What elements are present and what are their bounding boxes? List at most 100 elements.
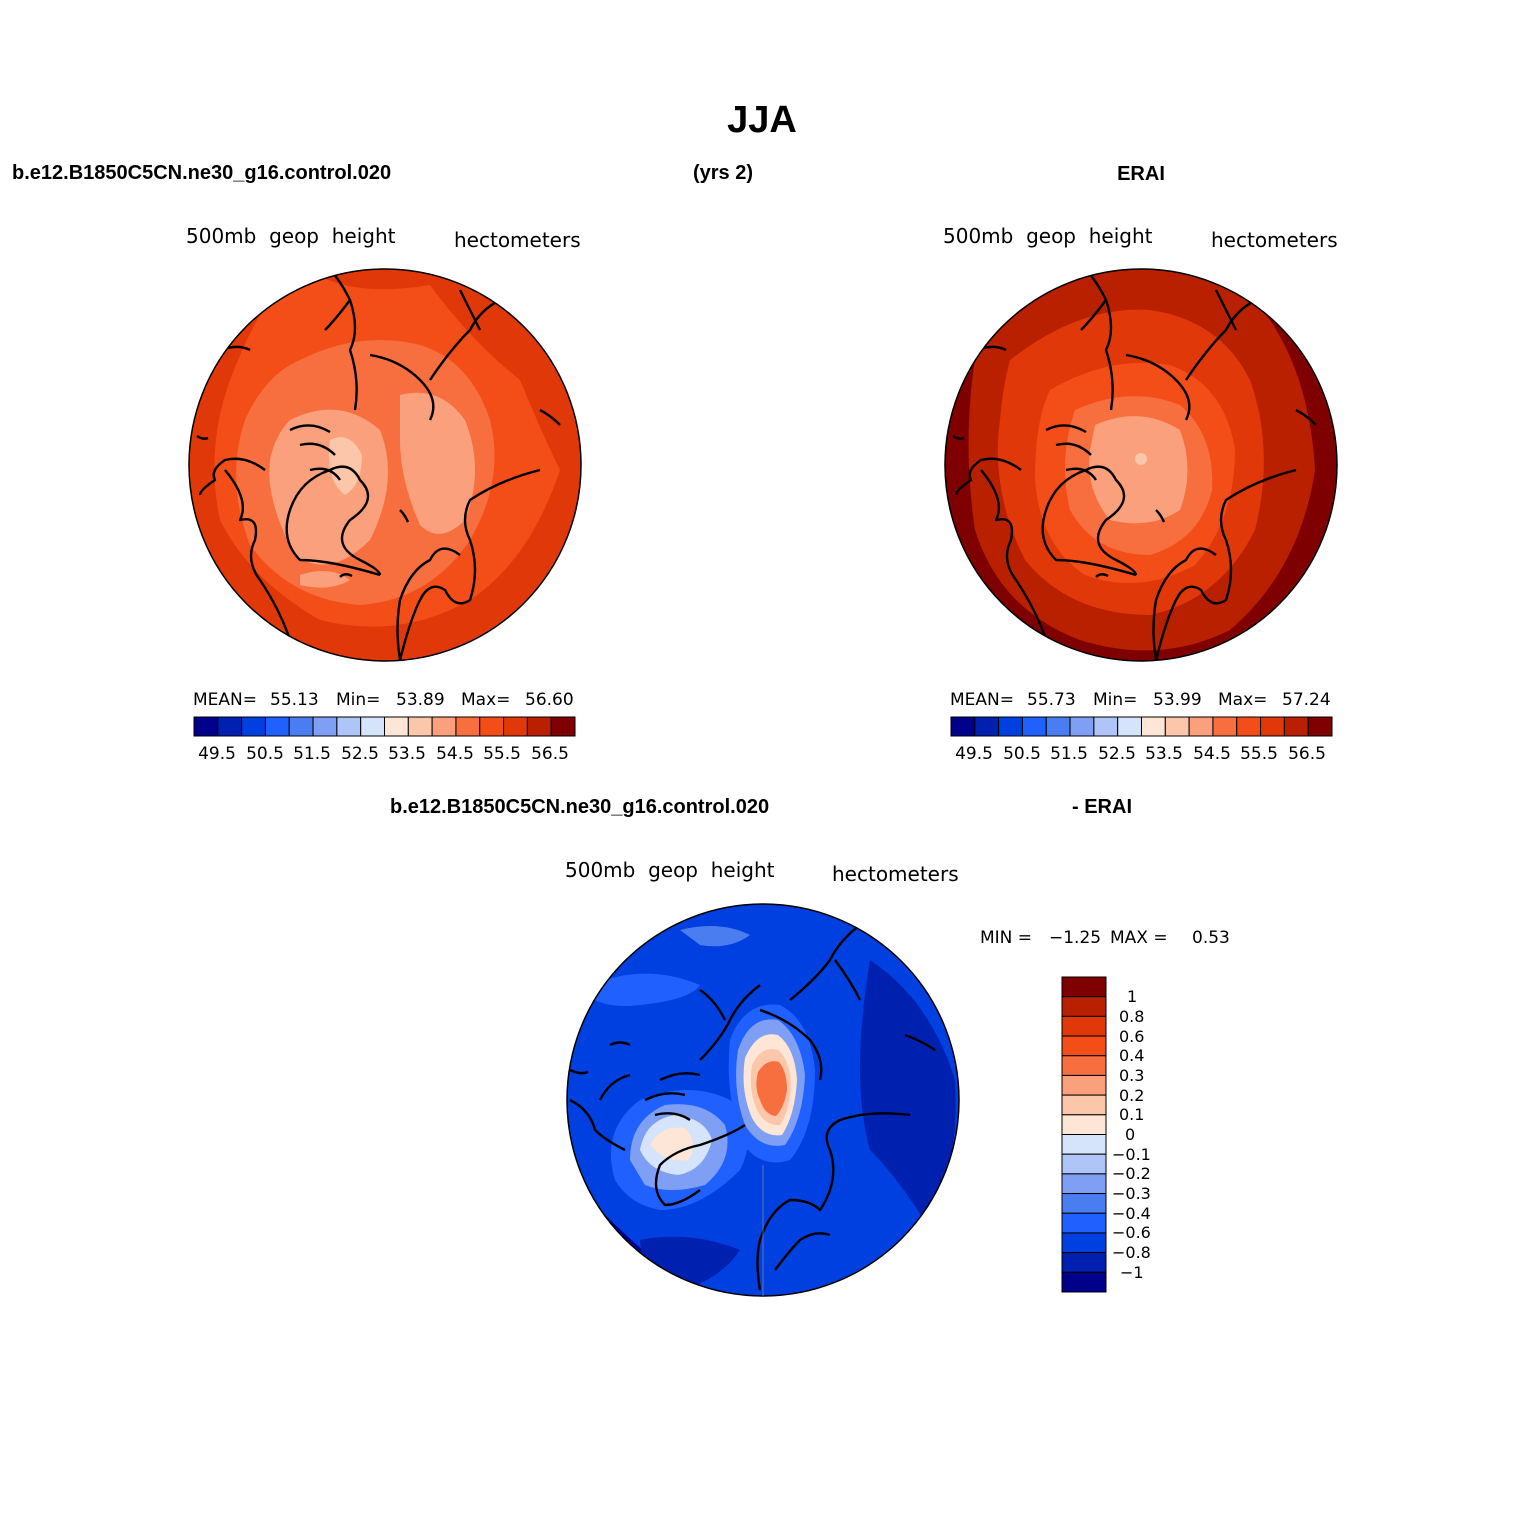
model-panel: 500mb geop height hectometers [186, 224, 582, 764]
difference-polar-map [567, 904, 959, 1296]
years-label: (yrs 2) [693, 162, 753, 184]
colorbar-swatch [1061, 996, 1107, 1017]
diff-min-label: MIN = [980, 928, 1032, 948]
colorbar-swatch [1061, 1173, 1107, 1195]
colorbar-tick-label: −1 [1120, 1263, 1144, 1282]
obs-units-label: hectometers [1211, 228, 1338, 252]
colorbar-tick-label: 54.5 [1193, 744, 1231, 764]
obs-min-value: 53.99 [1153, 690, 1202, 710]
colorbar-tick-label: 53.5 [388, 744, 426, 764]
colorbar-swatch [1061, 1015, 1107, 1037]
diff-min-value: −1.25 [1049, 928, 1101, 948]
difference-colorbar [1061, 976, 1107, 1293]
obs-coastlines [952, 269, 1317, 661]
colorbar-swatch [1283, 716, 1309, 737]
colorbar-tick-label: 0.1 [1119, 1105, 1144, 1124]
main-title: JJA [727, 99, 797, 141]
colorbar-swatch [1069, 716, 1095, 737]
colorbar-swatch [193, 716, 219, 737]
diff-variable-label: 500mb geop height [565, 858, 775, 882]
colorbar-swatch [550, 716, 576, 737]
colorbar-swatch [1188, 716, 1214, 737]
colorbar-tick-label: 56.5 [1288, 744, 1326, 764]
model-mean-label: MEAN= [193, 690, 257, 710]
colorbar-tick-label: −0.6 [1112, 1223, 1151, 1242]
colorbar-swatch [998, 716, 1023, 737]
colorbar-swatch [431, 716, 457, 737]
colorbar-swatch [526, 716, 552, 737]
obs-colorbar [950, 716, 1333, 737]
colorbar-swatch [1307, 716, 1333, 737]
model-colorbar [193, 716, 576, 737]
model-max-value: 56.60 [525, 690, 574, 710]
case-name-label: b.e12.B1850C5CN.ne30_g16.control.020 [12, 162, 391, 184]
model-min-label: Min= [336, 690, 380, 710]
colorbar-swatch [1236, 716, 1262, 737]
colorbar-tick-label: −0.8 [1112, 1243, 1151, 1262]
diff-case-name-label: b.e12.B1850C5CN.ne30_g16.control.020 [390, 796, 769, 818]
obs-panel: 500mb geop height hectometers [943, 224, 1338, 764]
colorbar-tick-label: 0.3 [1119, 1066, 1144, 1085]
model-units-label: hectometers [454, 228, 581, 252]
obs-mean-label: MEAN= [950, 690, 1014, 710]
model-mean-value: 55.13 [270, 690, 319, 710]
colorbar-tick-label: 1 [1127, 987, 1137, 1006]
colorbar-swatch [1061, 1055, 1107, 1076]
colorbar-swatch [336, 716, 362, 737]
colorbar-tick-label: 54.5 [436, 744, 474, 764]
colorbar-tick-label: 0.2 [1119, 1086, 1144, 1105]
difference-coastlines [569, 924, 936, 1296]
obs-polar-map [945, 269, 1337, 661]
colorbar-tick-label: 55.5 [1240, 744, 1278, 764]
colorbar-swatch [1045, 716, 1071, 737]
colorbar-tick-label: 55.5 [483, 744, 521, 764]
model-max-label: Max= [461, 690, 510, 710]
colorbar-swatch [1061, 1114, 1107, 1135]
colorbar-swatch [455, 716, 481, 737]
colorbar-swatch [1061, 1193, 1107, 1214]
colorbar-swatch [264, 716, 290, 737]
obs-max-label: Max= [1218, 690, 1267, 710]
colorbar-tick-label: 52.5 [1098, 744, 1136, 764]
model-variable-label: 500mb geop height [186, 224, 396, 248]
colorbar-swatch [974, 716, 1000, 737]
colorbar-swatch [1061, 1094, 1107, 1116]
obs-mean-value: 55.73 [1027, 690, 1076, 710]
difference-panel: 500mb geop height hectometers [565, 858, 1230, 1297]
colorbar-swatch [503, 716, 528, 737]
colorbar-tick-label: 52.5 [341, 744, 379, 764]
colorbar-swatch [1061, 1035, 1107, 1057]
colorbar-swatch [1061, 976, 1107, 998]
colorbar-tick-label: 50.5 [1003, 744, 1041, 764]
colorbar-swatch [1061, 1271, 1107, 1293]
obs-colorbar-ticks: 49.5 50.5 51.5 52.5 53.5 54.5 55.5 56.5 [955, 744, 1326, 764]
colorbar-tick-label: −0.3 [1112, 1184, 1151, 1203]
difference-colorbar-ticks: 1 0.8 0.6 0.4 0.3 0.2 0.1 0 −0.1 −0.2 −0… [1112, 987, 1151, 1282]
model-min-value: 53.89 [396, 690, 445, 710]
colorbar-swatch [1061, 1252, 1107, 1273]
colorbar-swatch [1061, 1232, 1107, 1254]
colorbar-swatch [1117, 716, 1142, 737]
colorbar-swatch [1061, 1153, 1107, 1175]
obs-max-value: 57.24 [1282, 690, 1331, 710]
colorbar-tick-label: 51.5 [1050, 744, 1088, 764]
colorbar-tick-label: −0.1 [1112, 1145, 1151, 1164]
colorbar-tick-label: 0.6 [1119, 1027, 1144, 1046]
colorbar-tick-label: 0.8 [1119, 1007, 1144, 1026]
obs-variable-label: 500mb geop height [943, 224, 1153, 248]
colorbar-swatch [1141, 716, 1166, 737]
colorbar-tick-label: 0.4 [1119, 1046, 1144, 1065]
colorbar-tick-label: 0 [1125, 1125, 1135, 1144]
model-colorbar-ticks: 49.5 50.5 51.5 52.5 53.5 54.5 55.5 56.5 [198, 744, 569, 764]
colorbar-tick-label: 53.5 [1145, 744, 1183, 764]
diff-units-label: hectometers [832, 862, 959, 886]
colorbar-tick-label: −0.4 [1112, 1204, 1151, 1223]
colorbar-swatch [217, 716, 243, 737]
obs-name-label: ERAI [1117, 163, 1165, 185]
model-polar-map [189, 269, 581, 661]
colorbar-swatch [1260, 716, 1285, 737]
colorbar-swatch [1212, 716, 1238, 737]
colorbar-tick-label: −0.2 [1112, 1164, 1151, 1183]
colorbar-tick-label: 56.5 [531, 744, 569, 764]
